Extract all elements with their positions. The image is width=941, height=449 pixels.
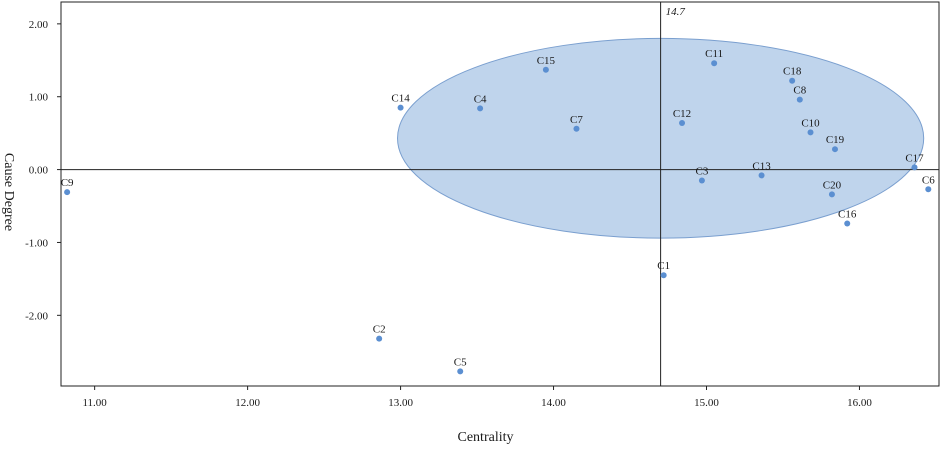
y-tick-label: 2.00 — [29, 19, 49, 31]
data-label-c15: C15 — [537, 55, 556, 67]
y-tick-label: 0.00 — [29, 165, 49, 177]
data-point-c13 — [758, 172, 765, 179]
data-label-c8: C8 — [793, 85, 806, 97]
data-label-c3: C3 — [695, 166, 708, 178]
data-point-c12 — [679, 119, 686, 126]
data-point-c8 — [796, 96, 803, 103]
data-point-c10 — [807, 129, 814, 136]
data-point-c1 — [660, 272, 667, 279]
y-tick-label: 1.00 — [29, 92, 49, 104]
data-point-c16 — [844, 220, 851, 227]
data-label-c14: C14 — [391, 93, 410, 105]
data-label-c13: C13 — [752, 160, 771, 172]
data-label-c6: C6 — [922, 174, 935, 186]
x-tick-label: 11.00 — [82, 397, 107, 409]
data-point-c19 — [831, 146, 838, 153]
data-point-c15 — [542, 66, 549, 73]
data-point-c7 — [573, 125, 580, 132]
data-label-c20: C20 — [823, 179, 842, 191]
data-point-c6 — [925, 186, 932, 193]
y-tick-label: -1.00 — [25, 237, 48, 249]
data-label-c18: C18 — [783, 66, 802, 78]
data-label-c17: C17 — [905, 152, 924, 164]
data-label-c16: C16 — [838, 209, 857, 221]
tick-layer: 11.00 12.00 13.00 14.00 15.00 16.00 2.00 1.00 0.… — [25, 19, 872, 409]
y-axis-title: Cause Degree — [1, 152, 16, 232]
x-tick-label: 16.00 — [847, 397, 872, 409]
x-tick-label: 12.00 — [235, 397, 260, 409]
data-point-c11 — [711, 60, 718, 67]
y-tick-label: -2.00 — [25, 310, 48, 322]
data-label-c7: C7 — [570, 114, 583, 126]
data-label-c9: C9 — [61, 177, 74, 189]
data-label-c12: C12 — [673, 108, 691, 120]
data-point-c5 — [457, 368, 464, 375]
data-point-c17 — [911, 164, 918, 171]
data-label-c2: C2 — [373, 324, 386, 336]
data-point-c2 — [376, 335, 383, 342]
points-layer: C1 C2 C3 C4 C5 C6 C7 C8 C9 C10 C11 C12 C13 C14 C15 C16 C… — [61, 48, 935, 375]
reference-lines-layer: 14.7 — [61, 2, 939, 386]
x-tick-label: 14.00 — [541, 397, 566, 409]
plot-frame-layer — [60, 1, 940, 387]
data-label-c10: C10 — [801, 117, 820, 129]
data-point-c14 — [397, 104, 404, 111]
vertical-reference-label: 14.7 — [666, 6, 686, 18]
x-axis-title: Centrality — [457, 430, 514, 445]
plot-frame — [60, 1, 940, 387]
x-tick-label: 13.00 — [388, 397, 413, 409]
data-point-c3 — [698, 177, 705, 184]
data-label-c5: C5 — [454, 356, 467, 368]
data-point-c9 — [64, 189, 71, 196]
data-label-c11: C11 — [705, 48, 723, 60]
x-tick-label: 15.00 — [694, 397, 719, 409]
data-label-c4: C4 — [474, 93, 487, 105]
data-label-c1: C1 — [657, 260, 670, 272]
data-point-c18 — [789, 77, 796, 84]
data-label-c19: C19 — [826, 134, 845, 146]
data-point-c20 — [828, 191, 835, 198]
data-point-c4 — [477, 105, 484, 112]
